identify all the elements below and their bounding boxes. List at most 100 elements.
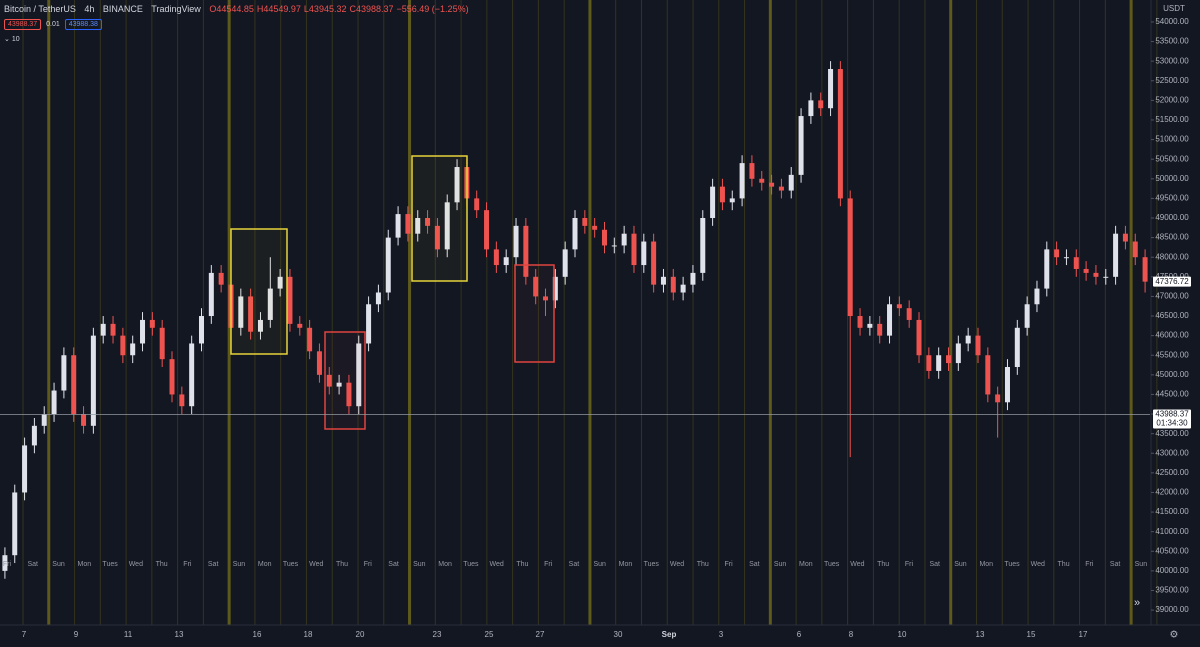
candle-body — [946, 355, 952, 364]
candle-body — [1083, 268, 1089, 273]
candle-body — [149, 319, 155, 328]
candle-body — [729, 198, 735, 203]
candle-body — [1113, 233, 1119, 277]
y-tick-label: 51000.00 — [1155, 135, 1189, 144]
candle-body — [611, 245, 617, 247]
interval[interactable]: 4h — [84, 4, 95, 14]
weekday-label: Sun — [413, 561, 426, 568]
y-tick-label: 52500.00 — [1155, 76, 1189, 85]
drawn-box[interactable] — [230, 228, 288, 355]
y-tick-label: 42000.00 — [1155, 488, 1189, 497]
y-tick-label: 43000.00 — [1155, 448, 1189, 457]
x-tick-label: 6 — [797, 630, 802, 639]
candle-body — [248, 296, 254, 332]
candle-body — [719, 186, 725, 203]
weekday-label: Thu — [877, 561, 889, 568]
weekday-label: Tues — [824, 561, 840, 568]
weekday-label: Sat — [929, 561, 940, 568]
exchange: BINANCE — [102, 4, 143, 14]
y-tick-label: 50000.00 — [1155, 174, 1189, 183]
currency[interactable]: USDT — [1163, 4, 1185, 13]
weekday-label: Fri — [1085, 561, 1094, 568]
candle-body — [916, 319, 922, 356]
weekday-label: Mon — [799, 561, 813, 568]
candle-body — [837, 69, 843, 199]
candle-body — [71, 355, 77, 415]
drawn-box[interactable] — [324, 331, 366, 430]
candle-body — [660, 276, 666, 285]
candle-body — [208, 272, 214, 317]
candle-body — [454, 167, 460, 203]
drawn-box[interactable] — [411, 155, 468, 282]
candle-body — [444, 202, 450, 250]
candle-body — [621, 233, 627, 246]
candle-body — [130, 343, 136, 356]
candle-body — [857, 316, 863, 328]
y-tick-label: 47000.00 — [1155, 292, 1189, 301]
y-tick-label: 53500.00 — [1155, 37, 1189, 46]
x-tick-label: 16 — [253, 630, 262, 639]
candle-body — [1063, 257, 1069, 259]
x-tick-label: Sep — [662, 630, 677, 639]
candle-body — [759, 178, 765, 183]
last-price-box — [1153, 409, 1191, 429]
x-tick-label: 13 — [976, 630, 985, 639]
countdown: 01:34:30 — [1156, 419, 1188, 428]
candle-body — [631, 233, 637, 266]
drawn-box[interactable] — [514, 264, 555, 363]
weekday-label: Fri — [183, 561, 192, 568]
indicators-toggle[interactable]: ⌄ 10 — [4, 36, 20, 43]
weekday-label: Sun — [774, 561, 787, 568]
candle-body — [434, 225, 440, 250]
candle-body — [189, 343, 195, 407]
candle-body — [896, 304, 902, 309]
weekday-label: Thu — [336, 561, 348, 568]
candle-body — [788, 174, 794, 191]
candle-body — [1103, 276, 1109, 278]
weekday-label: Sat — [208, 561, 219, 568]
candle-body — [140, 319, 146, 344]
brand: TradingView — [151, 4, 201, 14]
candle-body — [955, 343, 961, 364]
candle-body — [484, 210, 490, 250]
candle-body — [31, 425, 37, 446]
candle-body — [405, 214, 411, 234]
weekday-label: Mon — [77, 561, 91, 568]
x-tick-label: 23 — [433, 630, 442, 639]
candle-body — [867, 323, 873, 328]
y-tick-label: 44500.00 — [1155, 390, 1189, 399]
weekday-label: Mon — [438, 561, 452, 568]
trade-row: 43988.37 0.01 43988.38 — [4, 19, 105, 30]
x-tick-label: 18 — [304, 630, 313, 639]
candle-body — [257, 319, 263, 332]
settings-button[interactable]: ⚙ — [1170, 630, 1179, 641]
symbol[interactable]: Bitcoin / TetherUS — [4, 4, 76, 14]
candle-body — [41, 414, 47, 426]
candle-body — [1034, 288, 1040, 305]
scroll-button[interactable]: » — [1134, 597, 1140, 609]
candle-body — [877, 323, 883, 336]
x-tick-label: 11 — [124, 630, 133, 639]
weekday-label: Sat — [569, 561, 580, 568]
candle-body — [523, 225, 529, 277]
candle-body — [818, 100, 824, 109]
candle-body — [680, 284, 686, 293]
weekday-label: Mon — [619, 561, 633, 568]
weekday-label: Tues — [463, 561, 479, 568]
low: L43945.32 — [303, 4, 347, 14]
weekday-label: Thu — [1058, 561, 1070, 568]
candle-body — [1014, 327, 1020, 368]
x-tick-label: 13 — [175, 630, 184, 639]
y-tick-label: 49500.00 — [1155, 194, 1189, 203]
y-tick-label: 51500.00 — [1155, 115, 1189, 124]
y-tick-label: 45000.00 — [1155, 370, 1189, 379]
candle-body — [316, 351, 322, 375]
candle-body — [828, 69, 834, 109]
candle-body — [700, 218, 706, 273]
candle-body — [1122, 233, 1128, 242]
buy-button[interactable]: 43988.38 — [64, 19, 102, 30]
candle-body — [926, 355, 932, 371]
sell-button[interactable]: 43988.37 — [4, 19, 42, 30]
weekday-label: Fri — [364, 561, 373, 568]
